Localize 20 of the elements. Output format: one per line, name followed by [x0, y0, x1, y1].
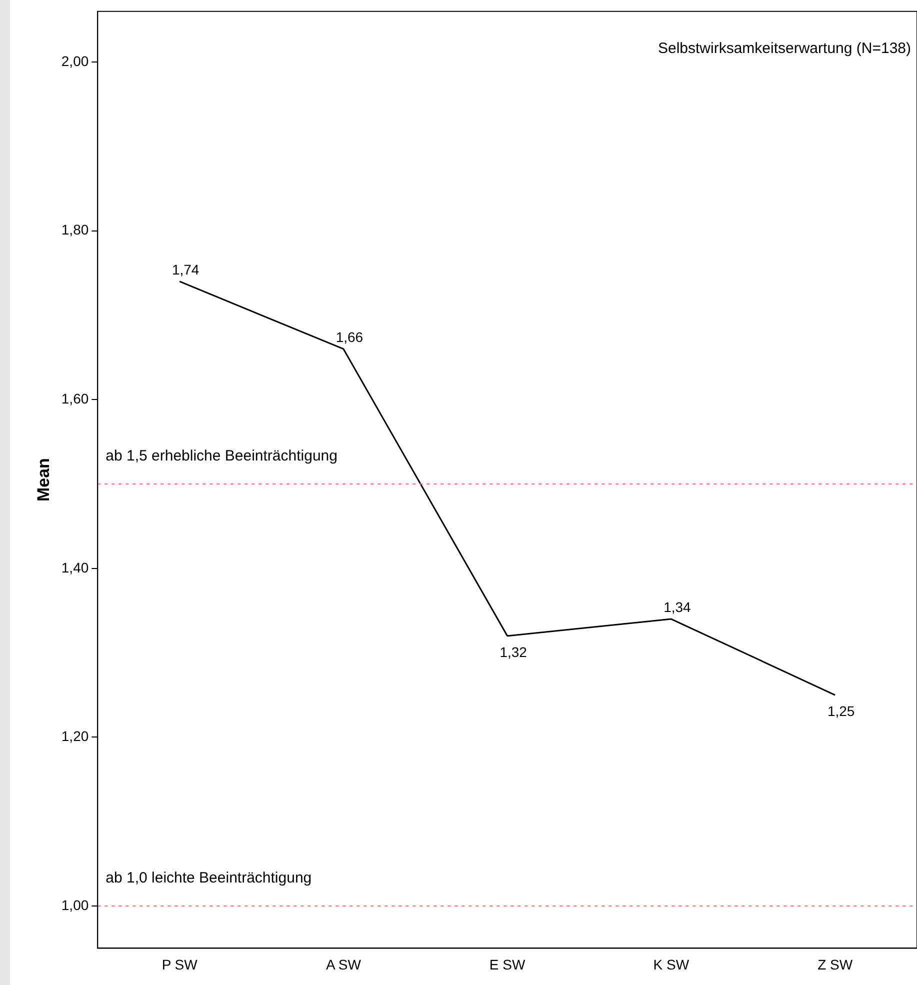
x-tick-label: P SW: [162, 956, 198, 972]
ref-line-label: ab 1,0 leichte Beeinträchtigung: [106, 870, 312, 887]
y-tick-label: 1,40: [61, 559, 89, 576]
data-label: 1,74: [172, 261, 200, 278]
y-tick-label: 1,20: [61, 728, 89, 744]
data-label: 1,34: [664, 598, 692, 615]
y-tick-label: 2,00: [61, 52, 89, 69]
y-tick-label: 1,00: [61, 896, 89, 913]
x-tick-label: K SW: [653, 956, 690, 972]
data-label: 1,25: [827, 702, 855, 719]
y-tick-label: 1,80: [61, 222, 89, 238]
y-tick-label: 1,60: [61, 390, 89, 406]
x-tick-label: E SW: [489, 956, 526, 972]
x-tick-label: Z SW: [818, 956, 854, 972]
x-tick-label: A SW: [326, 956, 362, 972]
ref-line-label: ab 1,5 erhebliche Beeinträchtigung: [106, 448, 338, 465]
data-label: 1,32: [500, 644, 528, 660]
data-label: 1,66: [336, 328, 364, 345]
y-axis-title: Mean: [34, 458, 53, 502]
annotation: Selbstwirksamkeitserwartung (N=138): [658, 40, 911, 58]
